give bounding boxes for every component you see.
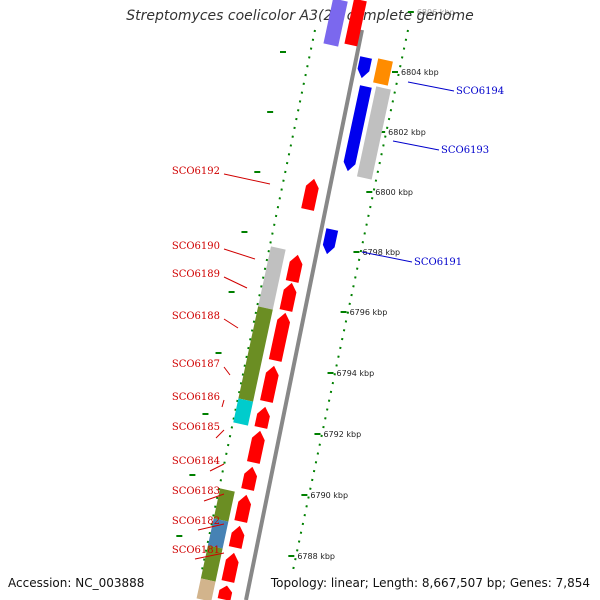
gene-label-forward: SCO6188 bbox=[172, 311, 220, 322]
cog-category-bars bbox=[196, 0, 393, 600]
cog-color-bar bbox=[356, 86, 391, 180]
reverse-gene-arrow bbox=[321, 227, 340, 256]
gene-leader-line bbox=[407, 81, 455, 92]
genome-title: Streptomyces coelicolor A3(2), complete … bbox=[126, 8, 474, 24]
forward-gene-arrow bbox=[240, 465, 259, 493]
gene-label-forward: SCO6182 bbox=[172, 516, 220, 527]
reverse-gene-arrow bbox=[356, 55, 374, 80]
forward-gene-arrow bbox=[344, 0, 367, 47]
cog-color-bar bbox=[233, 398, 254, 426]
gene-label-forward: SCO6183 bbox=[172, 486, 220, 497]
gene-label-forward: SCO6190 bbox=[172, 241, 220, 252]
gene-label-forward: SCO6186 bbox=[172, 392, 220, 403]
scale-tick-label: 6790 kbp bbox=[310, 491, 348, 500]
scale-tick-label: 6800 kbp bbox=[375, 188, 413, 197]
gene-leader-line bbox=[392, 140, 440, 151]
cog-color-bar bbox=[196, 578, 216, 600]
reverse-gene-arrow bbox=[342, 84, 373, 173]
gene-leader-line bbox=[221, 399, 225, 408]
gene-label-forward: SCO6187 bbox=[172, 359, 220, 370]
scale-tick-label: 6794 kbp bbox=[337, 369, 375, 378]
gene-label-forward: SCO6185 bbox=[172, 422, 220, 433]
gene-leader-line bbox=[197, 523, 225, 531]
scale-ticks: 6806 kbp 6804 kbp 6802 kbp 6800 kbp 6798 kbp… bbox=[176, 8, 455, 561]
gene-leader-line bbox=[223, 276, 248, 289]
cog-color-bar bbox=[238, 306, 273, 402]
cog-color-bar bbox=[213, 488, 235, 522]
cog-color-bar bbox=[373, 58, 393, 86]
forward-gene-arrow bbox=[216, 584, 234, 600]
accession-text: Accession: NC_003888 bbox=[8, 576, 145, 590]
forward-gene-arrow bbox=[284, 253, 304, 285]
gene-leader-line bbox=[223, 366, 231, 376]
scale-tick-label: 6804 kbp bbox=[401, 68, 439, 77]
forward-gene-arrow bbox=[267, 311, 292, 364]
cog-color-bar bbox=[323, 0, 348, 47]
forward-gene-arrow bbox=[227, 524, 246, 551]
scale-tick-label: 6788 kbp bbox=[297, 552, 335, 561]
forward-gene-arrow bbox=[253, 405, 271, 431]
gene-label-forward: SCO6184 bbox=[172, 456, 220, 467]
gene-arrows bbox=[216, 0, 374, 600]
scale-tick-label: 6798 kbp bbox=[362, 248, 400, 257]
gene-leader-line bbox=[223, 248, 256, 260]
topology-text: Topology: linear; Length: 8,667,507 bp; … bbox=[270, 576, 590, 590]
gene-labels: SCO6192 SCO6190 SCO6189 SCO6188 SCO6187 SCO61… bbox=[172, 81, 504, 560]
scale-ruler-right bbox=[291, 29, 409, 576]
forward-gene-arrow bbox=[245, 429, 266, 466]
forward-gene-arrow bbox=[258, 364, 280, 405]
gene-label-reverse: SCO6193 bbox=[441, 145, 489, 156]
gene-label-forward: SCO6192 bbox=[172, 166, 220, 177]
gene-label-forward: SCO6181 bbox=[172, 545, 220, 556]
cog-color-bar bbox=[258, 246, 286, 310]
gene-leader-line bbox=[215, 429, 225, 439]
gene-label-reverse: SCO6191 bbox=[414, 257, 462, 268]
forward-gene-arrow bbox=[220, 551, 240, 585]
cog-color-bar bbox=[207, 518, 229, 549]
gene-leader-line bbox=[223, 173, 271, 185]
gene-label-reverse: SCO6194 bbox=[456, 86, 504, 97]
gene-leader-line bbox=[209, 463, 225, 472]
scale-tick-label: 6796 kbp bbox=[350, 308, 388, 317]
scale-tick-label: 6806 kbp bbox=[417, 8, 455, 17]
gene-label-forward: SCO6189 bbox=[172, 269, 220, 280]
gene-leader-line bbox=[194, 552, 225, 560]
gene-leader-line bbox=[223, 318, 239, 329]
genome-backbone bbox=[244, 29, 364, 600]
forward-gene-arrow bbox=[233, 493, 253, 525]
gene-leader-line bbox=[203, 493, 225, 502]
scale-tick-label: 6792 kbp bbox=[323, 430, 361, 439]
scale-tick-label: 6802 kbp bbox=[388, 128, 426, 137]
gene-leader-line bbox=[361, 251, 413, 263]
forward-gene-arrow bbox=[278, 281, 298, 314]
forward-gene-arrow bbox=[300, 177, 320, 213]
